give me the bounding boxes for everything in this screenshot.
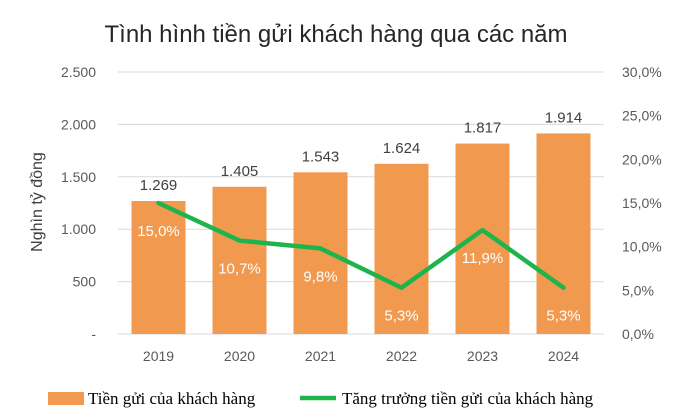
gridlines (118, 71, 604, 335)
y-left-tick-label: 2.000 (61, 116, 96, 132)
y-right-tick-label: 0,0% (622, 326, 654, 342)
x-tick-label: 2023 (467, 348, 498, 364)
bar (131, 201, 186, 334)
bar-value-label: 1.817 (464, 120, 502, 137)
y-right-tick-label: 5,0% (622, 282, 654, 298)
x-tick-label: 2024 (548, 348, 579, 364)
bar (212, 186, 267, 334)
line-point (561, 285, 566, 290)
line-value-label: 10,7% (218, 261, 261, 278)
axes: - 500 1.000 1.500 2.000 2.500 0,0% 5,0% 10,0% 15,… (61, 64, 662, 364)
bar-value-label: 1.543 (302, 148, 340, 165)
line-point (480, 228, 485, 233)
line-value-label: 15,0% (137, 223, 180, 240)
growth-line (156, 200, 566, 290)
line-value-label: 5,3% (384, 308, 418, 325)
legend: Tiền gửi của khách hàng Tăng trưởng tiền … (48, 389, 594, 408)
y-right-tick-label: 20,0% (622, 151, 662, 167)
bar-value-label: 1.405 (221, 163, 259, 180)
line-point (399, 285, 404, 290)
y-right-tick-label: 10,0% (622, 239, 662, 255)
x-tick-label: 2020 (224, 348, 255, 364)
line-point (318, 246, 323, 251)
line-point (156, 201, 161, 205)
bar-value-label: 1.269 (140, 177, 178, 194)
bar (293, 172, 348, 334)
x-tick-label: 2022 (386, 348, 417, 364)
x-tick-label: 2019 (143, 348, 174, 364)
y-right-tick-label: 15,0% (622, 195, 662, 211)
x-tick-label: 2021 (305, 348, 336, 364)
bar-value-label: 1.914 (545, 109, 583, 126)
data-labels: 1.269 1.405 1.543 1.624 1.817 1.914 15,0% 10,7%… (137, 109, 582, 324)
y-left-tick-label: 1.000 (61, 221, 96, 237)
y-right-tick-label: 30,0% (622, 64, 662, 80)
y-left-tick-label: 1.500 (61, 169, 96, 185)
legend-line-label: Tăng trưởng tiền gửi của khách hàng (342, 389, 594, 408)
y-left-tick-label: 2.500 (61, 64, 96, 80)
bar (374, 163, 429, 334)
legend-bar-label: Tiền gửi của khách hàng (88, 389, 256, 408)
bar (455, 143, 510, 334)
line-value-label: 9,8% (303, 268, 337, 285)
legend-bar-swatch (48, 392, 84, 405)
line-value-label: 11,9% (462, 250, 503, 267)
bar (536, 133, 591, 334)
y-left-tick-label: - (91, 326, 96, 342)
y-axis-title: Nghìn tỷ đồng (29, 152, 46, 252)
chart-title: Tình hình tiền gửi khách hàng qua các nă… (104, 21, 567, 48)
bar-series (131, 133, 591, 334)
line-point (237, 238, 242, 243)
y-right-tick-label: 25,0% (622, 108, 662, 124)
line-series (156, 200, 566, 290)
y-left-tick-label: 500 (73, 274, 97, 290)
bar-value-label: 1.624 (383, 140, 421, 157)
line-value-label: 5,3% (546, 308, 580, 325)
